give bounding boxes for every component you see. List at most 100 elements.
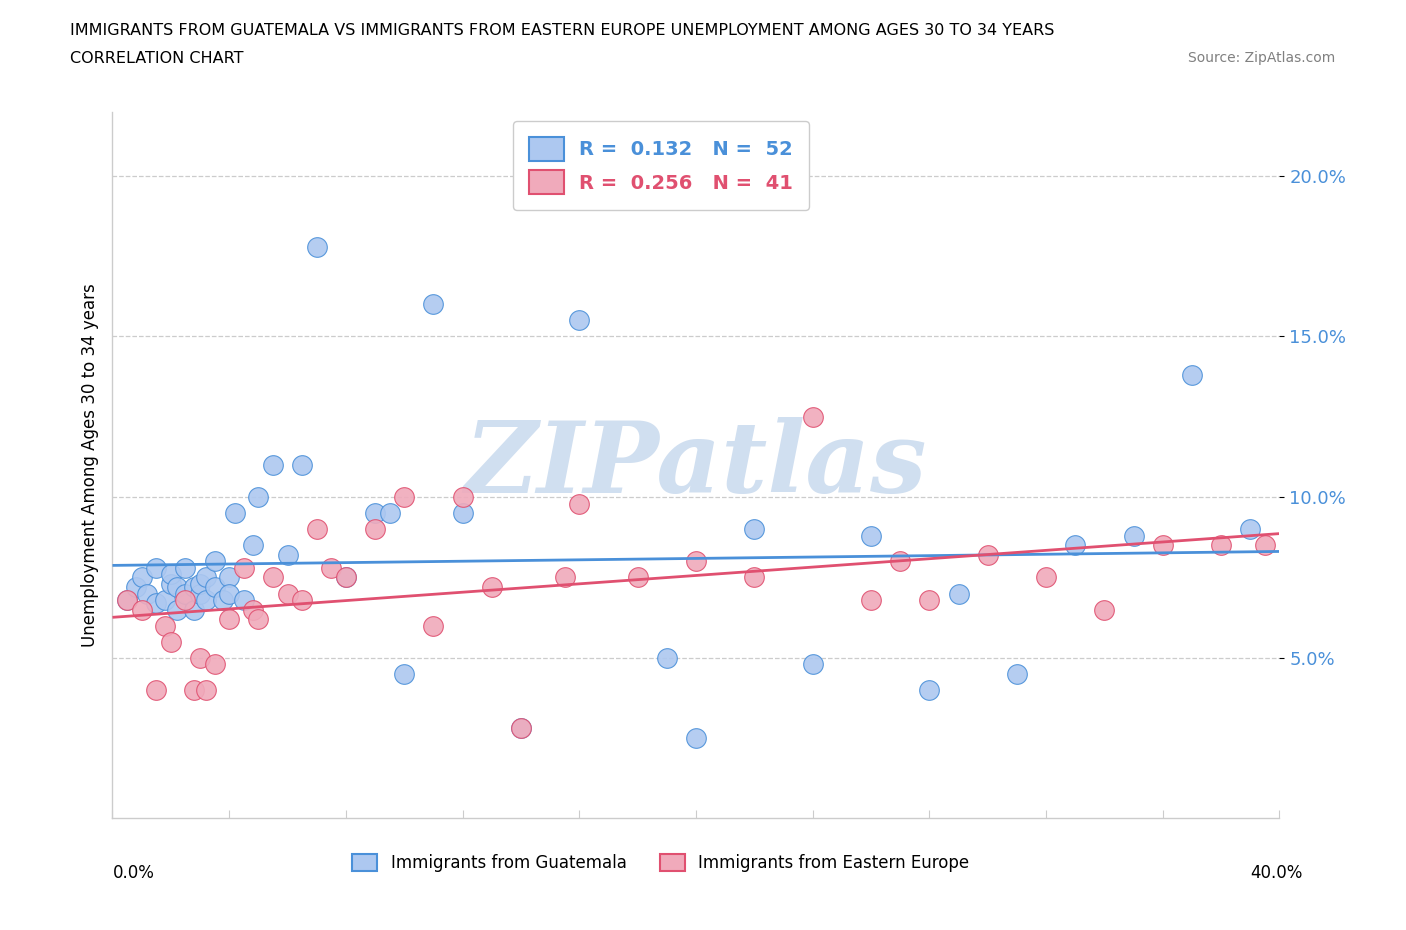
Point [554,570,576,585]
Point [801,657,824,671]
Point [291,592,314,607]
Point [115,592,138,607]
Text: IMMIGRANTS FROM GUATEMALA VS IMMIGRANTS FROM EASTERN EUROPE UNEMPLOYMENT AMONG A: IMMIGRANTS FROM GUATEMALA VS IMMIGRANTS … [70,23,1054,38]
Point [451,490,474,505]
Point [166,602,188,617]
Point [1254,538,1277,552]
Point [145,561,167,576]
Point [918,592,941,607]
Point [174,561,197,576]
Point [153,592,176,607]
Point [364,522,387,537]
Point [568,496,591,511]
Point [183,602,205,617]
Point [321,561,343,576]
Point [276,548,298,563]
Point [194,570,217,585]
Point [860,528,883,543]
Point [131,602,153,617]
Point [232,592,254,607]
Point [145,596,167,611]
Point [976,548,998,563]
Point [218,586,240,601]
Point [194,683,217,698]
Point [627,570,650,585]
Point [335,570,357,585]
Point [131,570,153,585]
Point [194,592,217,607]
Point [153,618,176,633]
Point [918,683,941,698]
Point [1122,528,1144,543]
Point [188,650,211,665]
Point [568,313,591,328]
Point [115,592,138,607]
Point [160,566,183,581]
Point [218,612,240,627]
Point [655,650,678,665]
Point [188,586,211,601]
Point [305,522,328,537]
Text: CORRELATION CHART: CORRELATION CHART [70,51,243,66]
Point [212,592,235,607]
Point [218,570,240,585]
Text: ZIPatlas: ZIPatlas [465,417,927,513]
Point [242,538,264,552]
Point [1094,602,1116,617]
Point [422,618,444,633]
Point [1209,538,1232,552]
Point [685,554,707,569]
Point [1181,367,1204,382]
Point [188,577,211,591]
Point [174,586,197,601]
Point [889,554,911,569]
Point [125,579,148,594]
Point [204,579,226,594]
Point [262,570,284,585]
Point [685,731,707,746]
Point [1035,570,1057,585]
Point [204,657,226,671]
Text: 0.0%: 0.0% [112,864,155,883]
Point [291,458,314,472]
Point [136,586,159,601]
Point [394,490,416,505]
Legend: Immigrants from Guatemala, Immigrants from Eastern Europe: Immigrants from Guatemala, Immigrants fr… [344,846,977,881]
Point [160,577,183,591]
Point [276,586,298,601]
Point [183,579,205,594]
Point [742,570,765,585]
Point [1005,667,1028,682]
Point [247,490,270,505]
Point [242,602,264,617]
Point [394,667,416,682]
Point [378,506,401,521]
Point [204,554,226,569]
Point [166,579,188,594]
Point [224,506,246,521]
Point [1152,538,1174,552]
Point [509,721,531,736]
Text: 40.0%: 40.0% [1250,864,1303,883]
Point [1239,522,1261,537]
Point [1064,538,1087,552]
Point [160,634,183,649]
Point [509,721,531,736]
Point [262,458,284,472]
Point [742,522,765,537]
Point [183,683,205,698]
Point [174,592,197,607]
Point [247,612,270,627]
Point [481,579,503,594]
Y-axis label: Unemployment Among Ages 30 to 34 years: Unemployment Among Ages 30 to 34 years [80,283,98,647]
Point [305,239,328,254]
Point [364,506,387,521]
Text: Source: ZipAtlas.com: Source: ZipAtlas.com [1188,51,1336,65]
Point [860,592,883,607]
Point [335,570,357,585]
Point [801,409,824,424]
Point [232,561,254,576]
Point [451,506,474,521]
Point [422,297,444,312]
Point [145,683,167,698]
